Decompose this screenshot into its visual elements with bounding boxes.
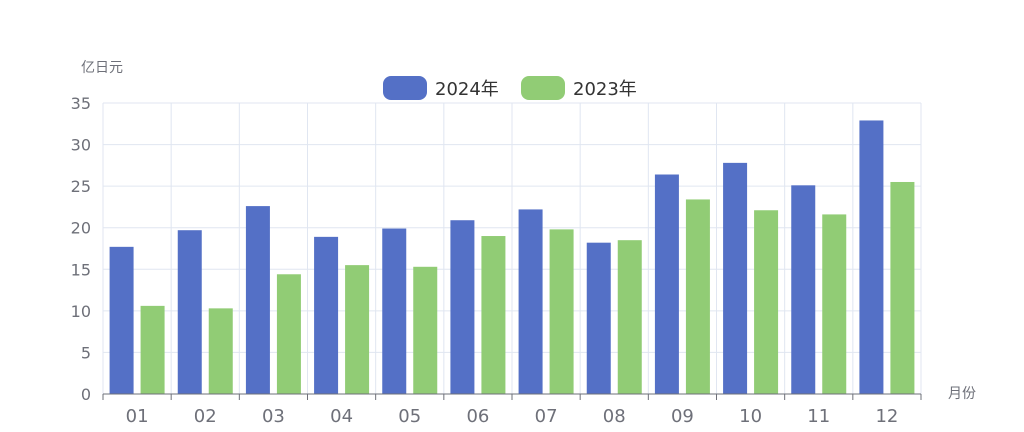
legend-label: 2024年 [435,79,499,100]
y-tick-label: 5 [81,343,91,362]
y-tick-label: 15 [71,260,91,279]
bar-series-1 [859,120,884,395]
y-tick-label: 0 [81,385,91,404]
x-tick-label: 07 [535,406,558,427]
y-tick-label: 35 [71,94,91,113]
y-tick-label: 30 [71,136,91,155]
x-tick-label: 06 [466,406,489,427]
x-tick-label: 05 [398,406,421,427]
bar-series-2 [685,199,710,394]
bar-series-1 [518,209,543,394]
bar-series-2 [413,266,438,394]
legend-label: 2023年 [573,79,637,100]
legend-swatch [383,76,427,100]
bar-series-1 [177,230,202,394]
bar-series-2 [890,181,915,394]
x-tick-label: 10 [739,406,762,427]
x-tick-label: 03 [262,406,285,427]
bar-series-2 [208,308,233,394]
legend-swatch [521,76,565,100]
x-tick-label: 08 [603,406,626,427]
x-tick-label: 09 [671,406,694,427]
bar-series-2 [549,229,574,394]
bar-series-1 [723,162,748,394]
bar-series-1 [586,242,611,394]
x-axis-title: 月份 [948,386,976,402]
x-tick-label: 04 [330,406,353,427]
bar-series-2 [617,240,642,394]
bar-series-2 [345,265,370,394]
bar-series-2 [276,274,301,394]
bar-series-1 [245,206,270,394]
x-tick-label: 12 [875,406,898,427]
y-tick-label: 25 [71,177,91,196]
bar-series-1 [654,174,679,394]
bar-series-1 [109,246,134,394]
bar-series-1 [450,220,475,394]
grid [102,102,922,394]
bar-series-2 [822,214,847,394]
x-tick-label: 11 [807,406,830,427]
bar-series-1 [382,228,407,394]
x-tick-label: 02 [194,406,217,427]
bar-series-1 [791,185,816,394]
legend: 2024年 2023年 [383,76,637,100]
y-tick-label: 10 [71,302,91,321]
bar-series-1 [314,236,339,394]
bar-series-2 [140,305,165,394]
bar-series-2 [481,236,506,394]
y-tick-label: 20 [71,219,91,238]
bars [109,120,915,395]
x-tick-label: 01 [126,406,149,427]
bar-series-2 [754,210,779,394]
y-axis-title: 亿日元 [81,60,123,76]
